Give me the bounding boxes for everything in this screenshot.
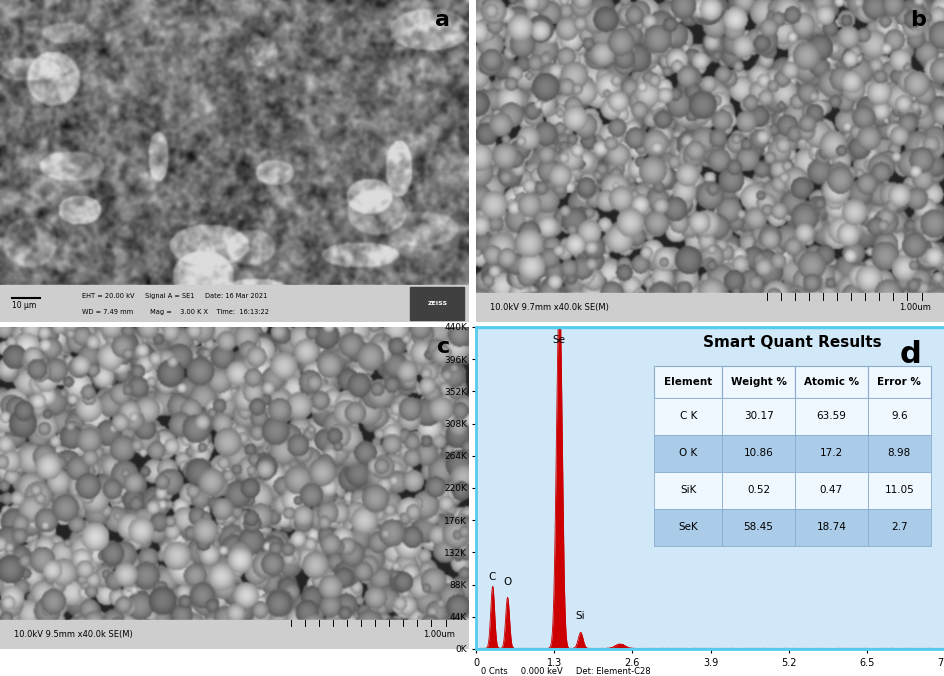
Text: SiK: SiK bbox=[680, 485, 696, 496]
Bar bbox=[721, 509, 794, 546]
Bar bbox=[794, 472, 867, 509]
Text: Atomic %: Atomic % bbox=[802, 377, 858, 387]
Text: c: c bbox=[436, 337, 449, 356]
Bar bbox=[867, 472, 930, 509]
Text: 17.2: 17.2 bbox=[818, 448, 842, 458]
Bar bbox=[794, 397, 867, 435]
Text: 30.17: 30.17 bbox=[743, 411, 772, 421]
Bar bbox=[721, 472, 794, 509]
Text: Si: Si bbox=[575, 611, 585, 621]
Text: 9.6: 9.6 bbox=[890, 411, 906, 421]
Text: EHT = 20.00 kV     Signal A = SE1     Date: 16 Mar 2021: EHT = 20.00 kV Signal A = SE1 Date: 16 M… bbox=[82, 293, 267, 299]
Text: 8.98: 8.98 bbox=[886, 448, 910, 458]
Text: Se: Se bbox=[551, 335, 565, 345]
Text: Weight %: Weight % bbox=[730, 377, 785, 387]
Bar bbox=[653, 509, 721, 546]
Text: a: a bbox=[435, 9, 449, 30]
Bar bbox=[867, 397, 930, 435]
Bar bbox=[721, 366, 794, 397]
Bar bbox=[721, 435, 794, 472]
Text: Smart Quant Results: Smart Quant Results bbox=[702, 335, 881, 350]
Text: WD = 7.49 mm        Mag =    3.00 K X    Time:  16:13:22: WD = 7.49 mm Mag = 3.00 K X Time: 16:13:… bbox=[82, 309, 269, 315]
Text: 0 Cnts     0.000 keV     Det: Element-C28: 0 Cnts 0.000 keV Det: Element-C28 bbox=[480, 667, 649, 676]
Bar bbox=[794, 366, 867, 397]
Text: 1.00um: 1.00um bbox=[423, 630, 454, 639]
Text: 0.47: 0.47 bbox=[818, 485, 842, 496]
Text: b: b bbox=[909, 9, 925, 30]
Bar bbox=[653, 435, 721, 472]
Bar bbox=[0, 285, 468, 322]
Bar bbox=[410, 287, 464, 320]
Bar bbox=[867, 366, 930, 397]
Bar bbox=[867, 435, 930, 472]
Text: SeK: SeK bbox=[678, 523, 698, 533]
Text: Element: Element bbox=[664, 377, 712, 387]
Bar bbox=[0, 620, 468, 649]
Text: d: d bbox=[899, 340, 920, 369]
Text: 10.0kV 9.7mm x40.0k SE(M): 10.0kV 9.7mm x40.0k SE(M) bbox=[490, 304, 608, 312]
Text: 11.05: 11.05 bbox=[884, 485, 913, 496]
Bar bbox=[653, 366, 721, 397]
Text: 10.0kV 9.5mm x40.0k SE(M): 10.0kV 9.5mm x40.0k SE(M) bbox=[14, 630, 133, 639]
Text: Error %: Error % bbox=[876, 377, 920, 387]
Bar bbox=[794, 435, 867, 472]
Bar bbox=[476, 293, 944, 322]
Bar bbox=[653, 397, 721, 435]
Text: O: O bbox=[503, 577, 511, 587]
Bar bbox=[653, 472, 721, 509]
Text: 10 μm: 10 μm bbox=[11, 301, 36, 310]
Bar bbox=[794, 509, 867, 546]
Text: 63.59: 63.59 bbox=[816, 411, 845, 421]
Text: O K: O K bbox=[679, 448, 697, 458]
Text: 1.00um: 1.00um bbox=[898, 304, 930, 312]
Text: C: C bbox=[488, 572, 496, 581]
Text: 0.52: 0.52 bbox=[746, 485, 769, 496]
Text: 10.86: 10.86 bbox=[743, 448, 772, 458]
Text: C K: C K bbox=[679, 411, 696, 421]
Text: 18.74: 18.74 bbox=[816, 523, 845, 533]
Bar bbox=[721, 397, 794, 435]
Bar bbox=[867, 509, 930, 546]
Text: 58.45: 58.45 bbox=[743, 523, 773, 533]
Text: 2.7: 2.7 bbox=[890, 523, 906, 533]
Text: ZEISS: ZEISS bbox=[427, 301, 447, 306]
